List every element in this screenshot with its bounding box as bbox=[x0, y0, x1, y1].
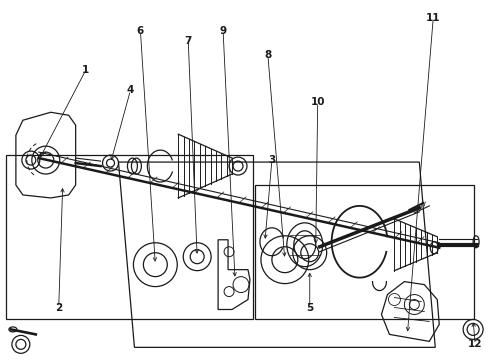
Text: 2: 2 bbox=[55, 302, 62, 312]
Text: 5: 5 bbox=[305, 302, 313, 312]
Text: 10: 10 bbox=[310, 97, 325, 107]
Text: 8: 8 bbox=[264, 50, 271, 60]
Bar bbox=[254, 185, 473, 319]
Text: 3: 3 bbox=[268, 155, 275, 165]
Text: 12: 12 bbox=[467, 339, 481, 349]
Text: 9: 9 bbox=[219, 26, 226, 36]
Text: 11: 11 bbox=[425, 13, 440, 23]
Text: 6: 6 bbox=[137, 26, 144, 36]
Text: 7: 7 bbox=[184, 36, 191, 46]
Bar bbox=[6, 155, 252, 319]
Text: 1: 1 bbox=[82, 66, 89, 76]
Text: 4: 4 bbox=[126, 85, 134, 95]
